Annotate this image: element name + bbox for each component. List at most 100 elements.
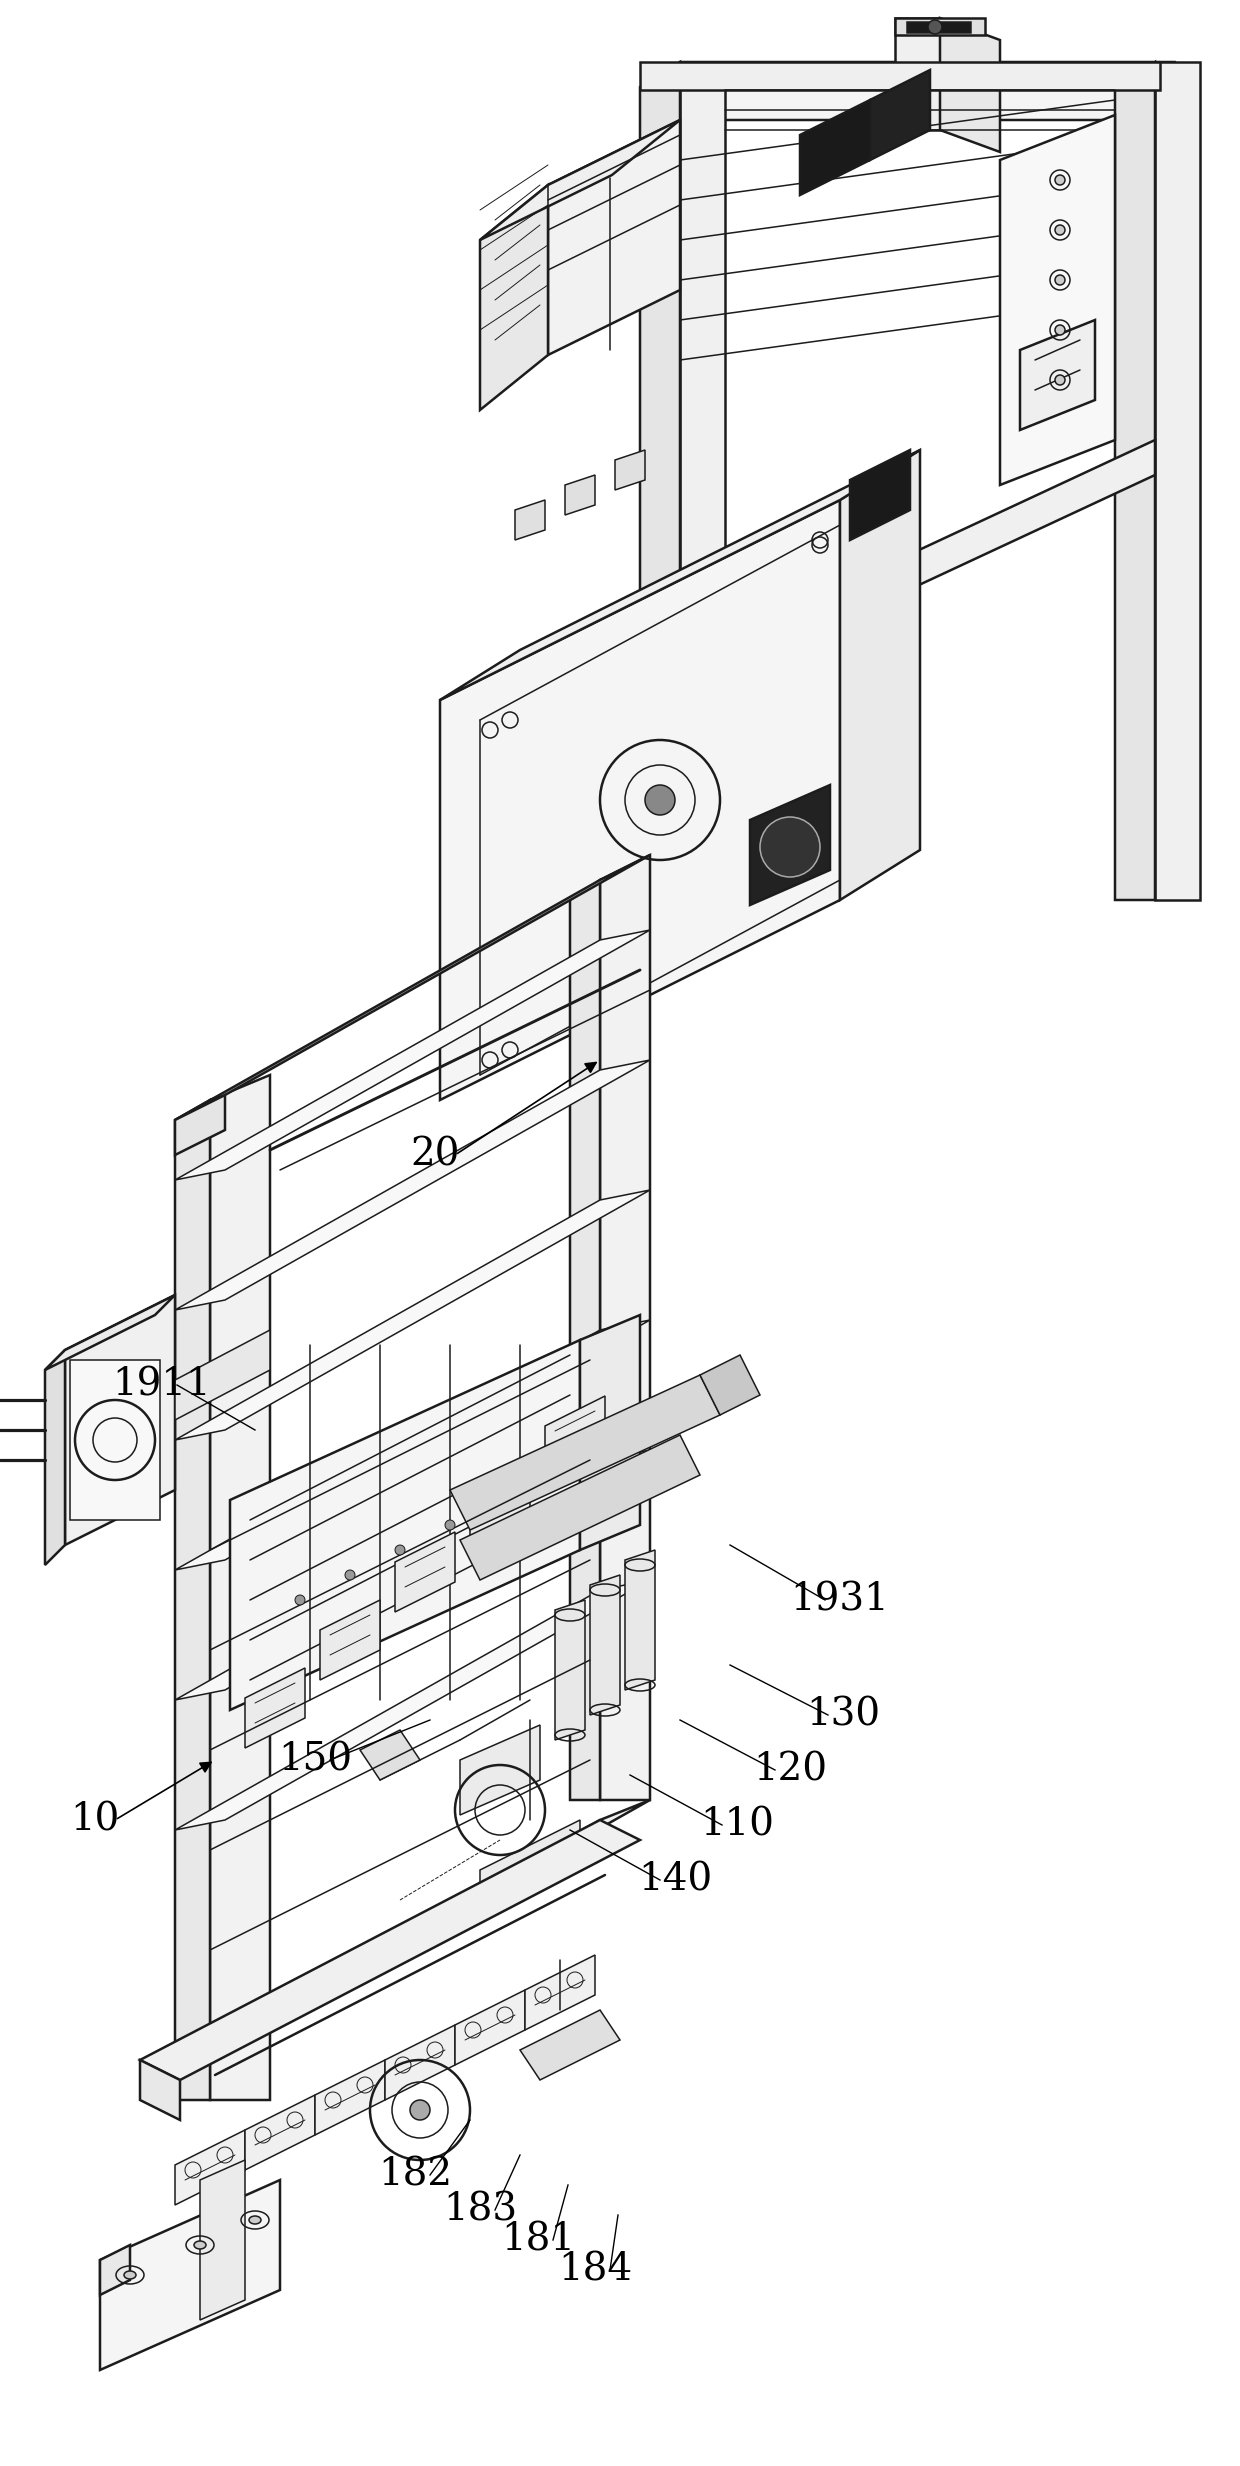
Text: 184: 184: [558, 2251, 632, 2288]
Polygon shape: [450, 1376, 720, 1529]
Polygon shape: [246, 2096, 315, 2170]
Text: 130: 130: [806, 1697, 880, 1734]
Ellipse shape: [193, 2242, 206, 2249]
Polygon shape: [246, 1667, 305, 1748]
Polygon shape: [229, 1339, 580, 1709]
Circle shape: [445, 1519, 455, 1529]
Polygon shape: [1021, 321, 1095, 429]
Polygon shape: [750, 784, 830, 905]
Text: 1911: 1911: [113, 1366, 211, 1403]
Polygon shape: [580, 1314, 640, 1551]
Polygon shape: [615, 449, 645, 491]
Polygon shape: [548, 121, 680, 355]
Text: 1931: 1931: [791, 1581, 889, 1618]
Polygon shape: [640, 62, 680, 700]
Circle shape: [645, 784, 675, 814]
Polygon shape: [565, 476, 595, 515]
Polygon shape: [140, 1820, 640, 2079]
Polygon shape: [210, 1075, 270, 2101]
Circle shape: [1055, 175, 1065, 185]
Polygon shape: [546, 1396, 605, 1477]
Polygon shape: [515, 501, 546, 540]
Text: 182: 182: [378, 2155, 453, 2192]
Polygon shape: [625, 1551, 655, 1689]
Polygon shape: [64, 1295, 175, 1546]
Text: 10: 10: [71, 1803, 120, 1840]
Circle shape: [295, 1596, 305, 1605]
Polygon shape: [640, 62, 1159, 89]
Polygon shape: [640, 439, 1154, 715]
Polygon shape: [175, 1581, 650, 1830]
Polygon shape: [1154, 62, 1200, 900]
Polygon shape: [600, 856, 650, 1800]
Polygon shape: [999, 116, 1115, 486]
Circle shape: [396, 1546, 405, 1556]
Text: 20: 20: [410, 1137, 460, 1174]
Polygon shape: [384, 2025, 455, 2101]
Polygon shape: [396, 1531, 455, 1613]
Polygon shape: [175, 1329, 270, 1420]
Polygon shape: [680, 62, 1195, 121]
Polygon shape: [175, 1095, 224, 1154]
Polygon shape: [895, 17, 940, 131]
Polygon shape: [200, 2160, 246, 2321]
Polygon shape: [175, 1800, 650, 2059]
Polygon shape: [800, 101, 870, 195]
Circle shape: [1055, 276, 1065, 286]
Polygon shape: [175, 1319, 650, 1571]
Polygon shape: [100, 2180, 280, 2370]
Polygon shape: [175, 1100, 210, 2101]
Polygon shape: [895, 17, 985, 35]
Polygon shape: [906, 22, 970, 32]
Polygon shape: [460, 1435, 701, 1581]
Polygon shape: [556, 1600, 585, 1741]
Polygon shape: [100, 2244, 130, 2296]
Polygon shape: [440, 501, 839, 1100]
Polygon shape: [849, 449, 910, 540]
Text: 183: 183: [443, 2192, 517, 2229]
Polygon shape: [360, 1731, 420, 1780]
Polygon shape: [480, 185, 548, 409]
Circle shape: [1055, 375, 1065, 385]
Ellipse shape: [124, 2271, 136, 2279]
Polygon shape: [320, 1600, 379, 1679]
Polygon shape: [520, 2010, 620, 2079]
Ellipse shape: [249, 2217, 260, 2224]
Circle shape: [928, 20, 942, 35]
Polygon shape: [175, 1060, 650, 1309]
Polygon shape: [45, 1349, 64, 1566]
Polygon shape: [45, 1295, 175, 1371]
Text: 120: 120: [753, 1751, 827, 1788]
Polygon shape: [590, 1576, 620, 1714]
Text: 140: 140: [637, 1862, 712, 1899]
Circle shape: [345, 1571, 355, 1581]
Polygon shape: [701, 1354, 760, 1415]
Polygon shape: [175, 856, 650, 1120]
Polygon shape: [480, 1820, 580, 1921]
Circle shape: [1055, 326, 1065, 335]
Polygon shape: [175, 2131, 246, 2205]
Text: 150: 150: [278, 1741, 352, 1778]
Polygon shape: [315, 2059, 384, 2136]
Circle shape: [410, 2101, 430, 2121]
Text: 110: 110: [701, 1808, 774, 1845]
Circle shape: [760, 816, 820, 878]
Polygon shape: [455, 1990, 525, 2064]
Polygon shape: [839, 449, 920, 900]
Circle shape: [1055, 224, 1065, 234]
Polygon shape: [480, 121, 680, 239]
Polygon shape: [570, 880, 600, 1800]
Polygon shape: [870, 69, 930, 160]
Polygon shape: [460, 1726, 539, 1815]
Polygon shape: [470, 1465, 529, 1544]
Polygon shape: [1115, 62, 1154, 900]
Polygon shape: [940, 17, 999, 153]
Text: 181: 181: [501, 2222, 575, 2259]
Polygon shape: [175, 1191, 650, 1440]
Polygon shape: [680, 62, 725, 700]
Polygon shape: [440, 449, 920, 700]
Polygon shape: [525, 1956, 595, 2030]
Polygon shape: [175, 1450, 650, 1699]
Polygon shape: [175, 930, 650, 1181]
Bar: [69, 1361, 160, 1519]
